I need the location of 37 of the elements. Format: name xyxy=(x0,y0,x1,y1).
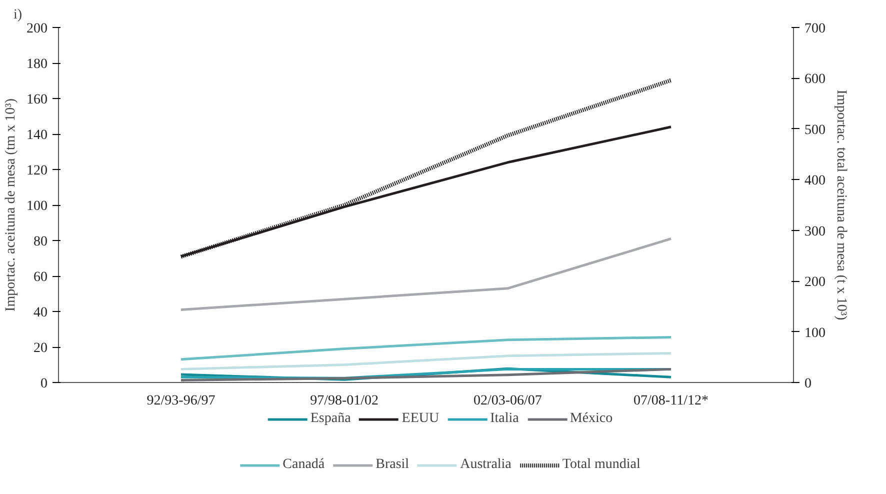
y2-axis-title: Importac. total aceituna de mesa (t x 10³) xyxy=(834,90,848,321)
y-tick-label: 180 xyxy=(26,57,48,72)
y-axis-title: Importac. aceituna de mesa (tm x 10³) xyxy=(4,98,18,312)
y2-tick-label: 700 xyxy=(804,22,826,36)
y2-tick-label: 200 xyxy=(804,275,826,290)
legend-label: Canadá xyxy=(282,457,325,473)
text: i) xyxy=(14,8,22,22)
y2-tick-label: 0 xyxy=(804,376,812,392)
y-tick-label: 0 xyxy=(40,376,48,392)
x-tick-label: 92/93-96/97 xyxy=(146,394,216,408)
y2-tick-label: 300 xyxy=(804,224,826,240)
legend-label: Italia xyxy=(490,411,519,427)
x-tick-label: 07/08-11/12* xyxy=(634,394,708,408)
legend-label: Australia xyxy=(460,457,512,473)
y-tick-label: 20 xyxy=(34,341,48,356)
y2-tick-label: 100 xyxy=(804,326,826,341)
legend-label: Total mundial xyxy=(562,457,640,473)
y-tick-label: 40 xyxy=(34,306,48,320)
legend-label: España xyxy=(310,411,351,427)
legend-label: Brasil xyxy=(376,457,410,473)
legend-label: México xyxy=(570,411,613,427)
line-series xyxy=(180,336,672,361)
y-tick-label: 120 xyxy=(26,164,48,178)
y-tick-label: 140 xyxy=(26,128,48,143)
y-tick-label: 80 xyxy=(34,234,48,250)
x-tick-label: 02/03-06/07 xyxy=(473,394,542,408)
y2-tick-label: 600 xyxy=(804,72,826,88)
legend-label: EEUU xyxy=(402,411,440,427)
y2-tick-label: 400 xyxy=(804,174,826,189)
x-tick-label: 97/98-01/02 xyxy=(310,394,379,408)
y-tick-label: 100 xyxy=(26,199,48,214)
y-tick-label: 200 xyxy=(26,22,48,36)
y-tick-label: 60 xyxy=(34,270,48,285)
y2-tick-label: 500 xyxy=(804,122,826,138)
y-tick-label: 160 xyxy=(26,92,48,108)
line-series xyxy=(180,237,672,311)
line-series xyxy=(180,352,672,370)
